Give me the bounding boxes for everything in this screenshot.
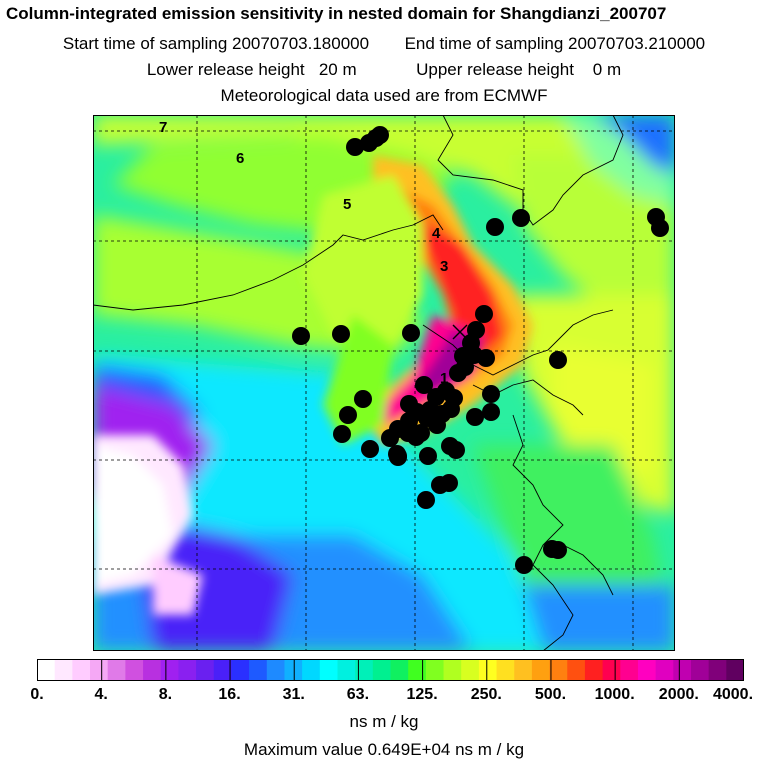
color-swatch	[461, 659, 480, 681]
color-swatch	[249, 659, 268, 681]
met-data-label: Meteorological data used are from ECMWF	[220, 86, 548, 105]
trajectory-label: 4	[432, 225, 441, 242]
color-swatch	[125, 659, 144, 681]
color-swatch	[496, 659, 515, 681]
color-swatch	[302, 659, 321, 681]
scale-tick-label: 4.	[94, 686, 108, 703]
color-swatch	[584, 659, 604, 681]
color-swatch	[602, 659, 621, 681]
color-swatch	[355, 659, 374, 681]
scale-tick-label: 0.	[30, 686, 44, 703]
color-swatch	[637, 659, 657, 681]
scale-tick-label: 8.	[158, 686, 173, 703]
lower-release-label: Lower release height 20 m	[146, 60, 357, 79]
color-swatch	[708, 659, 727, 681]
color-swatch	[425, 659, 445, 681]
upper-release-label: Upper release height 0 m	[416, 60, 622, 79]
color-swatch	[567, 659, 586, 681]
color-swatch	[673, 659, 692, 681]
color-swatch	[514, 659, 533, 681]
color-swatch	[231, 659, 250, 681]
color-swatch	[284, 659, 303, 681]
color-swatch	[549, 659, 568, 681]
color-swatch	[390, 659, 409, 681]
color-swatch	[337, 659, 356, 681]
scale-tick-label: 125.	[406, 686, 438, 703]
color-swatch	[726, 659, 745, 681]
map-title: Column-integrated emission sensitivity i…	[6, 4, 667, 23]
sensitivity-field	[93, 115, 675, 651]
color-scale-svg	[37, 659, 745, 681]
color-swatch	[408, 659, 427, 681]
scale-tick-label: 31.	[282, 686, 305, 703]
color-swatch	[72, 659, 91, 681]
color-swatch	[143, 659, 162, 681]
color-swatch	[266, 659, 285, 681]
color-swatch	[690, 659, 710, 681]
scale-tick-label: 250.	[470, 686, 502, 703]
color-swatch	[655, 659, 674, 681]
trajectory-label: 3	[440, 258, 448, 275]
color-swatch	[178, 659, 197, 681]
sampling-times: Start time of sampling 20070703.180000 E…	[0, 34, 768, 54]
start-time-label: Start time of sampling 20070703.180000	[62, 34, 370, 53]
release-heights: Lower release height 20 m Upper release …	[0, 60, 768, 80]
scale-tick-label: 16.	[218, 686, 241, 703]
scale-tick-label: 4000.	[712, 686, 754, 703]
trajectory-label: 6	[236, 150, 244, 167]
color-swatch	[196, 659, 215, 681]
trajectory-label: 1	[440, 370, 448, 387]
color-swatch	[620, 659, 639, 681]
color-scale-bar	[37, 659, 745, 681]
color-swatch	[443, 659, 462, 681]
scale-tick-label: 2000.	[658, 686, 699, 703]
trajectory-labels: 7 6 5 4 3 1	[159, 119, 448, 387]
color-swatch	[54, 659, 73, 681]
color-swatch	[37, 659, 56, 681]
max-value-label: Maximum value 0.649E+04 ns m / kg	[243, 740, 525, 759]
color-swatch	[90, 659, 109, 681]
color-swatch	[372, 659, 391, 681]
sensitivity-map: 7 6 5 4 3 1	[93, 115, 675, 651]
color-swatch	[531, 659, 551, 681]
color-swatch	[107, 659, 126, 681]
trajectory-dots	[292, 126, 669, 574]
color-swatch	[213, 659, 232, 681]
color-swatch	[478, 659, 498, 681]
scale-tick-label: 63.	[346, 686, 370, 703]
trajectory-label: 5	[343, 196, 351, 213]
color-swatch	[160, 659, 179, 681]
trajectory-label: 7	[159, 119, 167, 136]
scale-tick-label: 500.	[534, 686, 567, 703]
units-label: ns m / kg	[349, 712, 419, 731]
end-time-label: End time of sampling 20070703.210000	[404, 34, 706, 53]
color-swatch	[319, 659, 338, 681]
scale-tick-label: 1000.	[594, 686, 635, 703]
